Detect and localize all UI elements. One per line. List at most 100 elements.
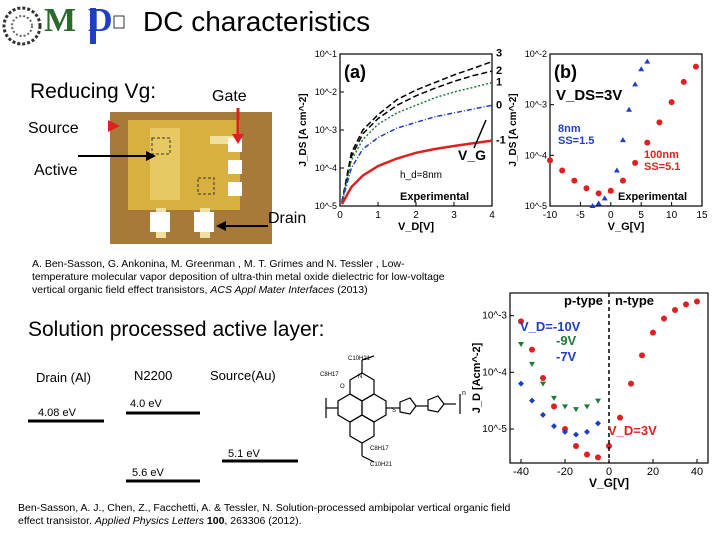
molecule-n-subscript: n — [462, 390, 466, 397]
molecule-n-label: N — [358, 374, 363, 380]
y-tick-label: 10^-4 — [525, 150, 547, 160]
data-point — [589, 203, 596, 208]
gate-label: Gate — [212, 88, 247, 105]
data-point — [540, 411, 546, 418]
data-point — [595, 200, 602, 206]
data-point — [617, 414, 623, 421]
reducing-vg-label: Reducing Vg: — [30, 80, 157, 103]
x-tick-label: 5 — [638, 210, 644, 221]
plot-frame — [549, 53, 703, 207]
data-point — [551, 395, 557, 401]
vg-arrow-label: V_G — [458, 147, 486, 163]
series-line-1 — [341, 70, 493, 203]
data-point — [529, 397, 535, 404]
x-tick-label: 40 — [691, 466, 703, 478]
data-point — [584, 404, 590, 410]
solution-heading: Solution processed active layer: — [28, 318, 325, 341]
data-point — [595, 454, 601, 461]
data-point — [540, 375, 546, 381]
data-point — [632, 81, 639, 87]
ss8-line1: 8nm — [558, 123, 581, 135]
y-tick-label: 10^-5 — [482, 424, 507, 435]
slide-title: DC characteristics — [143, 6, 371, 37]
logo-letter-m: M — [44, 2, 77, 39]
energy-drain-level: 4.08 eV — [38, 407, 76, 419]
molecule-s-label: S — [392, 408, 397, 414]
data-point — [619, 177, 626, 184]
series-label-0: 3 — [496, 48, 502, 60]
logo: M D — [2, 2, 130, 48]
data-point — [680, 78, 687, 85]
energy-n2200-label: N2200 — [134, 368, 173, 383]
molecule-c8h17-right: C8H17 — [370, 446, 389, 452]
data-point — [692, 63, 699, 70]
logo-letter-d: D — [88, 2, 113, 39]
data-point — [571, 177, 578, 184]
data-point — [562, 428, 568, 435]
energy-source-level: 5.1 eV — [228, 448, 260, 460]
data-point — [683, 301, 689, 308]
data-point — [595, 190, 602, 197]
energy-drain-label: Drain (Al) — [36, 370, 91, 385]
data-point — [547, 157, 553, 164]
ss100-line2: SS=5.1 — [644, 161, 680, 173]
logo-graphic — [2, 6, 125, 46]
x-tick-label: -40 — [513, 466, 529, 478]
x-axis-label: V_D[V] — [398, 221, 434, 233]
y-axis-label: J_DS [A cm^-2] — [298, 93, 309, 166]
x-tick-label: 0 — [608, 210, 614, 221]
ss8-line2: SS=1.5 — [558, 135, 594, 147]
data-point — [551, 423, 557, 430]
data-point — [672, 307, 678, 313]
data-point — [607, 187, 614, 194]
data-point — [584, 451, 590, 458]
series-line-4 — [340, 139, 493, 205]
data-point — [573, 443, 579, 449]
x-tick-label: -5 — [576, 210, 585, 221]
data-point — [601, 195, 608, 201]
chart-b: -10 -5 0 5 10 15 10^-2 10^-3 10^-4 10^-5 V_G[V] J_D… — [508, 49, 708, 233]
y-tick-label: 10^-3 — [482, 311, 507, 322]
ss100-line1: 100nm — [644, 149, 679, 161]
device-photo — [110, 112, 272, 244]
data-point — [656, 119, 663, 126]
citation-2: Ben-Sasson, A. J., Chen, Z., Facchetti, … — [18, 502, 538, 528]
citation-1: A. Ben-Sasson, G. Ankonina, M. Greenman … — [32, 258, 452, 297]
energy-lumo-level: 4.0 eV — [130, 398, 162, 410]
experimental-annotation-b: Experimental — [618, 191, 687, 203]
data-point — [518, 380, 524, 387]
molecule-o-label: O — [340, 384, 345, 390]
data-point — [573, 431, 579, 438]
n-type-label: n-type — [615, 293, 654, 308]
data-point — [573, 407, 579, 413]
data-point — [632, 159, 639, 166]
data-point — [518, 342, 524, 347]
data-point — [529, 346, 535, 353]
x-tick-label: 0 — [337, 210, 343, 221]
x-tick-label: 10 — [666, 210, 678, 221]
series-label-4: -1 — [496, 135, 506, 147]
molecule-c10h21-bottom: C10H21 — [370, 462, 393, 468]
x-tick-label: -20 — [557, 466, 573, 478]
data-point — [518, 318, 524, 325]
y-tick-label: 10^-3 — [315, 125, 337, 135]
y-tick-label: 10^-4 — [315, 163, 337, 173]
citation-1-year: (2013) — [334, 284, 368, 296]
series-label-3: 0 — [496, 99, 502, 111]
citation-2-volume: 100 — [203, 515, 225, 527]
v9-label: -9V — [556, 333, 577, 348]
data-point — [639, 352, 645, 359]
y-tick-label: 10^-5 — [315, 201, 337, 211]
series-label-2: 1 — [496, 77, 502, 89]
x-tick-label: 3 — [451, 210, 457, 221]
data-point — [551, 403, 557, 410]
panel-label-a: (a) — [344, 62, 366, 82]
series-line-0 — [341, 60, 493, 203]
hd-annotation: h_d=8nm — [400, 170, 442, 181]
x-tick-label: 20 — [647, 466, 659, 478]
energy-source-label: Source(Au) — [210, 368, 276, 383]
x-axis-label: V_G[V] — [589, 476, 629, 490]
y-tick-label: 10^-4 — [482, 367, 507, 378]
series-line-3 — [341, 104, 493, 203]
